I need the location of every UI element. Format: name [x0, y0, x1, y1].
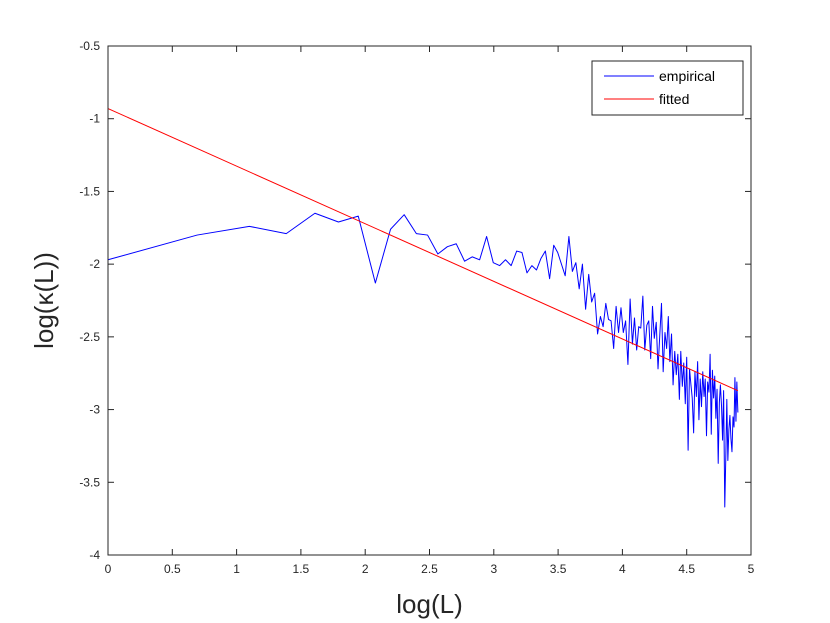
x-tick-label: 2.5 — [421, 562, 438, 576]
legend-box — [591, 60, 744, 116]
y-tick-label: -2 — [89, 257, 100, 271]
x-tick-label: 3 — [490, 562, 497, 576]
series-layer — [107, 108, 739, 508]
legend-label-fitted: fitted — [659, 91, 689, 107]
y-tick-label: -3 — [89, 403, 100, 417]
x-tick-label: 1.5 — [293, 562, 310, 576]
x-tick-label: 0 — [105, 562, 112, 576]
x-tick-label: 5 — [748, 562, 755, 576]
legend-label-empirical: empirical — [659, 68, 715, 84]
x-axis-ticks: 0 0.5 1 1.5 2 2.5 3 3.5 4 4.5 5 — [105, 46, 755, 576]
plot-background — [108, 46, 751, 555]
x-tick-label: 3.5 — [550, 562, 567, 576]
x-tick-label: 4 — [619, 562, 626, 576]
y-tick-label: -1.5 — [79, 184, 100, 198]
x-tick-label: 1 — [233, 562, 240, 576]
legend: empirical fitted — [591, 60, 744, 116]
y-axis-label: log(κ(L)) — [29, 252, 59, 349]
y-tick-label: -3.5 — [79, 475, 100, 489]
y-tick-label: -2.5 — [79, 330, 100, 344]
y-axis-ticks: -4 -3.5 -3 -2.5 -2 -1.5 -1 -0.5 — [79, 39, 751, 562]
series-line-fitted — [107, 108, 739, 392]
y-tick-label: -4 — [89, 548, 100, 562]
y-tick-label: -1 — [89, 112, 100, 126]
x-tick-label: 4.5 — [678, 562, 695, 576]
x-tick-label: 2 — [362, 562, 369, 576]
x-axis-label: log(L) — [396, 589, 462, 619]
x-tick-label: 0.5 — [164, 562, 181, 576]
y-tick-label: -0.5 — [79, 39, 100, 53]
